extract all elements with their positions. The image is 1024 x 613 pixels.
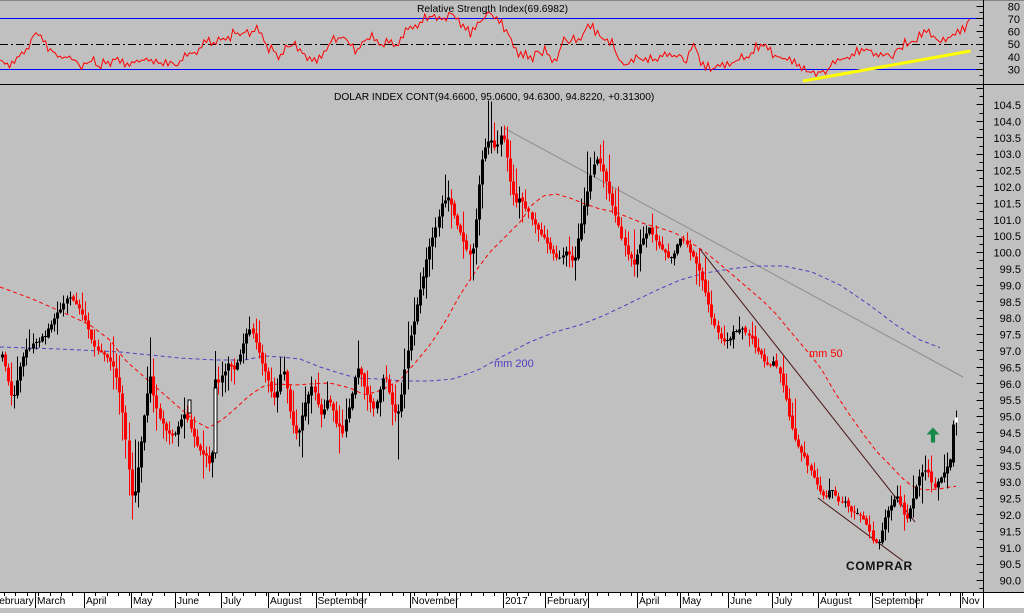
svg-text:99.5: 99.5 <box>1000 264 1021 276</box>
svg-text:May: May <box>682 596 702 607</box>
svg-text:mm 200: mm 200 <box>494 358 534 370</box>
svg-text:93.0: 93.0 <box>1000 477 1021 489</box>
svg-text:96.5: 96.5 <box>1000 362 1021 374</box>
svg-text:mm 50: mm 50 <box>809 348 843 360</box>
svg-text:92.0: 92.0 <box>1000 510 1021 522</box>
svg-text:97.5: 97.5 <box>1000 330 1021 342</box>
svg-text:November: November <box>412 596 460 607</box>
svg-text:94.5: 94.5 <box>1000 428 1021 440</box>
svg-text:50: 50 <box>1008 39 1020 51</box>
svg-text:September: September <box>318 596 368 607</box>
svg-text:101.5: 101.5 <box>993 198 1021 210</box>
svg-text:101.0: 101.0 <box>993 215 1021 227</box>
svg-text:104.0: 104.0 <box>993 116 1021 128</box>
svg-text:70: 70 <box>1008 14 1020 26</box>
svg-text:February: February <box>547 596 589 607</box>
svg-text:DOLAR INDEX CONT(94.6600, 95.0: DOLAR INDEX CONT(94.6600, 95.0600, 94.63… <box>334 92 654 103</box>
svg-text:April: April <box>639 596 659 607</box>
svg-text:99.0: 99.0 <box>1000 280 1021 292</box>
svg-text:April: April <box>86 596 106 607</box>
svg-text:June: June <box>730 596 752 607</box>
svg-text:97.0: 97.0 <box>1000 346 1021 358</box>
svg-text:102.5: 102.5 <box>993 166 1021 178</box>
svg-text:August: August <box>270 596 302 607</box>
svg-text:90.5: 90.5 <box>1000 559 1021 571</box>
svg-text:February: February <box>0 596 35 607</box>
svg-text:June: June <box>177 596 199 607</box>
svg-text:98.5: 98.5 <box>1000 297 1021 309</box>
svg-text:96.0: 96.0 <box>1000 379 1021 391</box>
svg-text:104.5: 104.5 <box>993 100 1021 112</box>
svg-text:100.0: 100.0 <box>993 248 1021 260</box>
svg-text:98.0: 98.0 <box>1000 313 1021 325</box>
svg-text:September: September <box>874 596 924 607</box>
svg-text:March: March <box>37 596 65 607</box>
svg-text:COMPRAR: COMPRAR <box>846 559 913 573</box>
svg-text:80: 80 <box>1008 1 1020 13</box>
svg-text:103.5: 103.5 <box>993 133 1021 145</box>
svg-text:Nov: Nov <box>962 596 981 607</box>
svg-text:91.5: 91.5 <box>1000 526 1021 538</box>
svg-text:40: 40 <box>1008 52 1020 64</box>
svg-text:July: July <box>774 596 793 607</box>
svg-text:July: July <box>223 596 242 607</box>
svg-text:60: 60 <box>1008 27 1020 39</box>
svg-text:2017: 2017 <box>505 596 528 607</box>
svg-text:92.5: 92.5 <box>1000 494 1021 506</box>
svg-text:95.0: 95.0 <box>1000 412 1021 424</box>
svg-text:100.5: 100.5 <box>993 231 1021 243</box>
svg-text:95.5: 95.5 <box>1000 395 1021 407</box>
svg-text:93.5: 93.5 <box>1000 461 1021 473</box>
svg-text:102.0: 102.0 <box>993 182 1021 194</box>
svg-text:Relative Strength Index(69.698: Relative Strength Index(69.6982) <box>417 4 568 15</box>
svg-text:91.0: 91.0 <box>1000 543 1021 555</box>
svg-text:103.0: 103.0 <box>993 149 1021 161</box>
svg-text:May: May <box>133 596 153 607</box>
svg-text:August: August <box>820 596 852 607</box>
svg-text:90.0: 90.0 <box>1000 576 1021 588</box>
svg-text:30: 30 <box>1008 65 1020 77</box>
svg-text:94.0: 94.0 <box>1000 444 1021 456</box>
